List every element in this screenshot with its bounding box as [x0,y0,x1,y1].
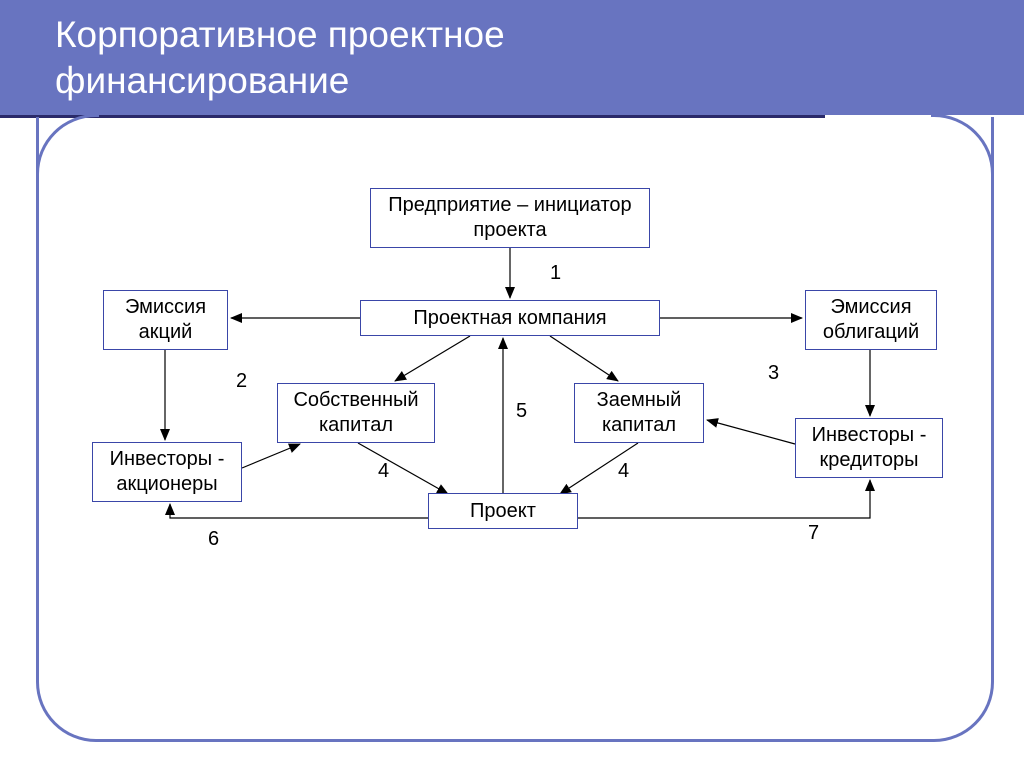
edge-label-4: 4 [378,460,389,483]
node-company: Проектная компания [360,300,660,336]
node-bonds: Эмиссияоблигаций [805,290,937,350]
edge-label-7: 7 [808,522,819,545]
node-initiator: Предприятие – инициаторпроекта [370,188,650,248]
edge-label-6: 6 [208,528,219,551]
edge-label-3: 3 [768,362,779,385]
node-debt: Заемныйкапитал [574,383,704,443]
slide-title-bar: Корпоративное проектноефинансирование [0,0,1024,115]
slide-title: Корпоративное проектноефинансирование [55,12,969,105]
node-project: Проект [428,493,578,529]
node-equity: Собственныйкапитал [277,383,435,443]
edge-label-4: 4 [618,460,629,483]
node-shareholders: Инвесторы -акционеры [92,442,242,502]
edge-label-5: 5 [516,400,527,423]
node-shares: Эмиссияакций [103,290,228,350]
edge-label-2: 2 [236,370,247,393]
edge-label-1: 1 [550,262,561,285]
node-creditors: Инвесторы -кредиторы [795,418,943,478]
